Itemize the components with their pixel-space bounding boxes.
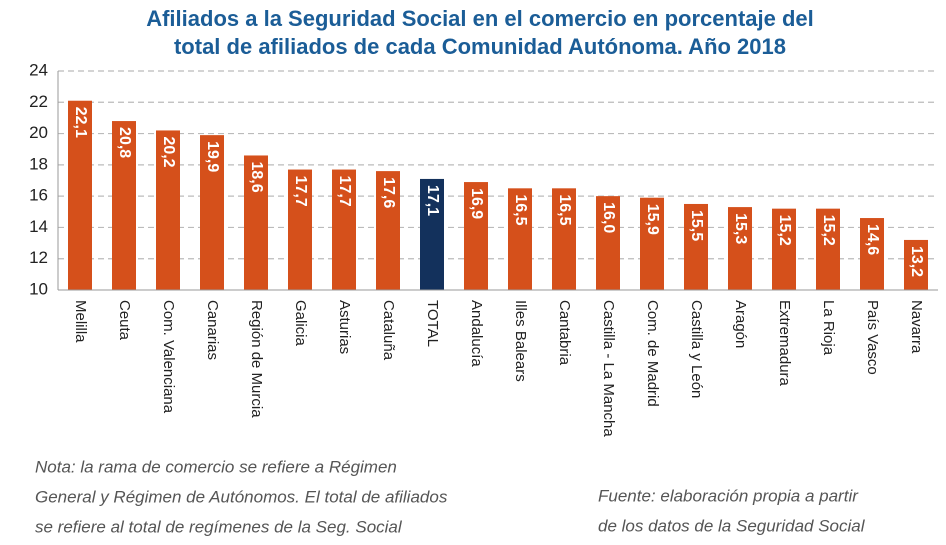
x-tick-label: Canarias — [204, 300, 221, 360]
bar — [684, 203, 708, 290]
source: de los datos de la Seguridad Social — [598, 516, 866, 535]
value-label: 15,9 — [644, 204, 661, 235]
bar — [904, 239, 928, 290]
y-tick-label: 18 — [29, 154, 48, 173]
bar — [112, 121, 136, 290]
y-tick-label: 14 — [29, 217, 48, 236]
bar — [596, 196, 620, 290]
bar — [288, 169, 312, 290]
x-tick-label: Ceuta — [116, 300, 133, 341]
note: General y Régimen de Autónomos. El total… — [35, 487, 448, 506]
bar — [200, 135, 224, 290]
x-tick-label: País Vasco — [864, 300, 881, 375]
source: Fuente: elaboración propia a partir — [598, 486, 859, 505]
x-tick-label: Illes Balears — [512, 300, 529, 382]
bar — [156, 130, 180, 290]
value-label: 16,9 — [468, 188, 485, 219]
value-label: 17,6 — [380, 177, 397, 208]
x-tick-label: Melilla — [72, 300, 89, 343]
value-label: 17,7 — [292, 176, 309, 207]
bar — [68, 100, 92, 290]
x-tick-label: Com. Valenciana — [160, 300, 177, 414]
value-label: 15,2 — [776, 215, 793, 246]
x-tick-label: Castilla y León — [688, 300, 705, 398]
value-label: 19,9 — [204, 141, 221, 172]
value-label: 22,1 — [72, 107, 89, 138]
y-tick-label: 22 — [29, 92, 48, 111]
value-label: 14,6 — [864, 224, 881, 255]
value-label: 16,5 — [512, 194, 529, 225]
value-label: 15,5 — [688, 210, 705, 241]
x-tick-label: Com. de Madrid — [644, 300, 661, 407]
bar — [376, 171, 400, 290]
y-tick-label: 20 — [29, 123, 48, 142]
y-tick-label: 24 — [29, 60, 48, 79]
chart-title: Afiliados a la Seguridad Social en el co… — [146, 6, 814, 31]
value-label: 13,2 — [908, 246, 925, 277]
bar — [244, 155, 268, 290]
value-label: 15,3 — [732, 213, 749, 244]
y-tick-label: 16 — [29, 186, 48, 205]
value-label: 18,6 — [248, 161, 265, 192]
x-tick-label: Región de Murcia — [248, 300, 265, 418]
x-tick-label: TOTAL — [424, 300, 441, 347]
x-tick-label: Navarra — [908, 300, 925, 354]
bar — [860, 218, 884, 290]
bar — [508, 188, 532, 290]
chart-title: total de afiliados de cada Comunidad Aut… — [174, 34, 786, 59]
value-label: 17,1 — [424, 185, 441, 216]
bar — [420, 178, 444, 290]
bar — [332, 169, 356, 290]
x-tick-label: Asturias — [336, 300, 353, 354]
x-tick-label: Galicia — [292, 300, 309, 347]
value-label: 20,8 — [116, 127, 133, 158]
bar — [816, 208, 840, 290]
bar — [640, 197, 664, 290]
bar — [552, 188, 576, 290]
bar — [728, 207, 752, 290]
bar — [464, 182, 488, 290]
value-label: 16,5 — [556, 194, 573, 225]
x-tick-label: Cataluña — [380, 300, 397, 361]
value-label: 20,2 — [160, 136, 177, 167]
x-tick-label: La Rioja — [820, 300, 837, 356]
note: Nota: la rama de comercio se refiere a R… — [35, 457, 397, 476]
y-tick-label: 10 — [29, 279, 48, 298]
y-tick-label: 12 — [29, 248, 48, 267]
x-tick-label: Castilla - La Mancha — [600, 300, 617, 437]
x-tick-label: Andalucía — [468, 300, 485, 367]
x-tick-label: Aragón — [732, 300, 749, 348]
note: se refiere al total de regímenes de la S… — [35, 517, 403, 536]
bar — [772, 208, 796, 290]
value-label: 17,7 — [336, 176, 353, 207]
x-tick-label: Extremadura — [776, 300, 793, 387]
value-label: 16,0 — [600, 202, 617, 233]
x-tick-label: Cantabria — [556, 300, 573, 366]
value-label: 15,2 — [820, 215, 837, 246]
